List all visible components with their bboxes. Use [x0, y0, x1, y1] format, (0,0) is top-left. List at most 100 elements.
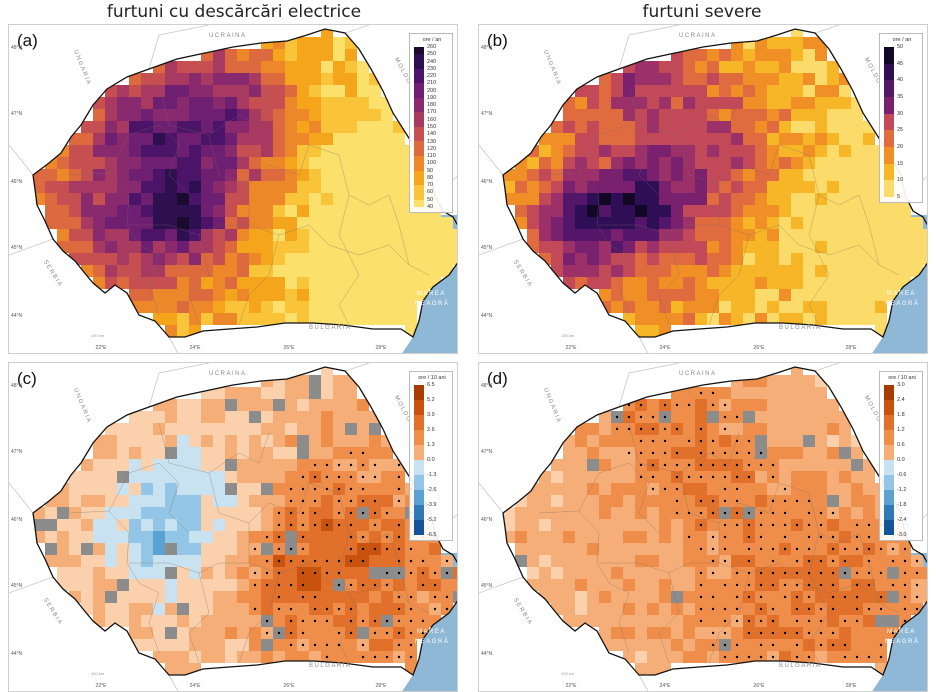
significance-dot: [687, 463, 691, 467]
grid-cell: [333, 435, 345, 447]
grid-cell: [599, 241, 611, 253]
grid-cell: [695, 217, 707, 229]
grid-cell: [599, 145, 611, 157]
significance-dot: [723, 415, 727, 419]
grid-cell: [93, 507, 105, 519]
grid-cell: [153, 205, 165, 217]
colorbar-tick-label: 120: [427, 145, 437, 152]
grid-cell: [249, 49, 261, 61]
grid-cell: [213, 483, 225, 495]
grid-cell: [743, 73, 755, 85]
grid-cell: [273, 301, 285, 313]
significance-dot: [639, 463, 643, 467]
grid-cell: [129, 253, 141, 265]
significance-dot: [313, 511, 317, 515]
significance-dot: [735, 439, 739, 443]
significance-dot: [819, 535, 823, 539]
significance-dot: [409, 631, 413, 635]
grid-cell: [599, 507, 611, 519]
grid-cell: [105, 579, 117, 591]
grid-cell: [791, 399, 803, 411]
grid-cell: [345, 375, 357, 387]
grid-cell: [671, 169, 683, 181]
grid-cell: [563, 181, 575, 193]
grid-cell: [405, 313, 417, 325]
grid-cell: [599, 555, 611, 567]
grid-cell: [671, 313, 683, 325]
colorbar-segment: [414, 199, 424, 207]
grid-cell: [863, 157, 875, 169]
significance-dot: [771, 583, 775, 587]
grid-cell: [803, 423, 815, 435]
grid-cell: [345, 229, 357, 241]
grid-cell: [575, 193, 587, 205]
significance-dot: [289, 619, 293, 623]
grid-cell: [357, 265, 369, 277]
grid-cell: [393, 301, 405, 313]
grid-cell: [81, 121, 93, 133]
significance-dot: [253, 571, 257, 575]
grid-cell: [93, 133, 105, 145]
grid-cell: [635, 109, 647, 121]
grid-cell: [815, 121, 827, 133]
grid-cell: [851, 639, 863, 651]
grid-cell: [815, 301, 827, 313]
grid-cell: [345, 567, 357, 579]
grid-cell: [683, 615, 695, 627]
grid-cell: [273, 37, 285, 49]
significance-dot: [687, 439, 691, 443]
grid-cell: [321, 507, 333, 519]
grid-cell: [623, 265, 635, 277]
significance-dot: [675, 463, 679, 467]
grid-cell: [273, 495, 285, 507]
scale-bar-label: 100 km: [561, 333, 575, 338]
grid-cell: [779, 157, 791, 169]
grid-cell: [333, 531, 345, 543]
grid-cell: [309, 301, 321, 313]
grid-cell: [129, 519, 141, 531]
grid-cell: [225, 61, 237, 73]
significance-dot: [783, 631, 787, 635]
grid-cell: [731, 205, 743, 217]
grid-cell: [683, 181, 695, 193]
grid-cell: [129, 603, 141, 615]
grid-cell: [225, 615, 237, 627]
map-panel-d: (d) 48°N 47°N 46°N 45°N 44°N 22°E 24°E 26°E 28°E U…: [478, 362, 928, 692]
grid-cell: [105, 531, 117, 543]
grid-cell: [611, 181, 623, 193]
grid-cell: [273, 471, 285, 483]
significance-dot: [843, 619, 847, 623]
grid-cell: [791, 435, 803, 447]
grid-cell: [273, 483, 285, 495]
grid-cell: [249, 253, 261, 265]
grid-cell: [659, 97, 671, 109]
grid-cell: [81, 145, 93, 157]
grid-cell: [261, 181, 273, 193]
grid-cell: [453, 591, 457, 603]
grid-cell: [177, 73, 189, 85]
grid-cell: [755, 61, 767, 73]
grid-cell: [635, 145, 647, 157]
grid-cell: [851, 495, 863, 507]
grid-cell: [321, 73, 333, 85]
grid-cell: [189, 483, 201, 495]
grid-cell: [45, 495, 57, 507]
grid-cell: [45, 193, 57, 205]
significance-dot: [735, 607, 739, 611]
grid-cell: [623, 639, 635, 651]
grid-cell: [189, 651, 201, 663]
grid-cell: [165, 543, 177, 555]
grid-cell: [177, 423, 189, 435]
significance-dot: [397, 631, 401, 635]
significance-dot: [747, 571, 751, 575]
grid-cell: [261, 97, 273, 109]
grid-cell: [309, 109, 321, 121]
grid-cell: [165, 325, 177, 337]
grid-cell: [863, 265, 875, 277]
grid-cell: [345, 61, 357, 73]
significance-dot: [301, 595, 305, 599]
significance-dot: [445, 607, 449, 611]
grid-cell: [369, 567, 381, 579]
grid-cell: [405, 229, 417, 241]
grid-cell: [165, 555, 177, 567]
